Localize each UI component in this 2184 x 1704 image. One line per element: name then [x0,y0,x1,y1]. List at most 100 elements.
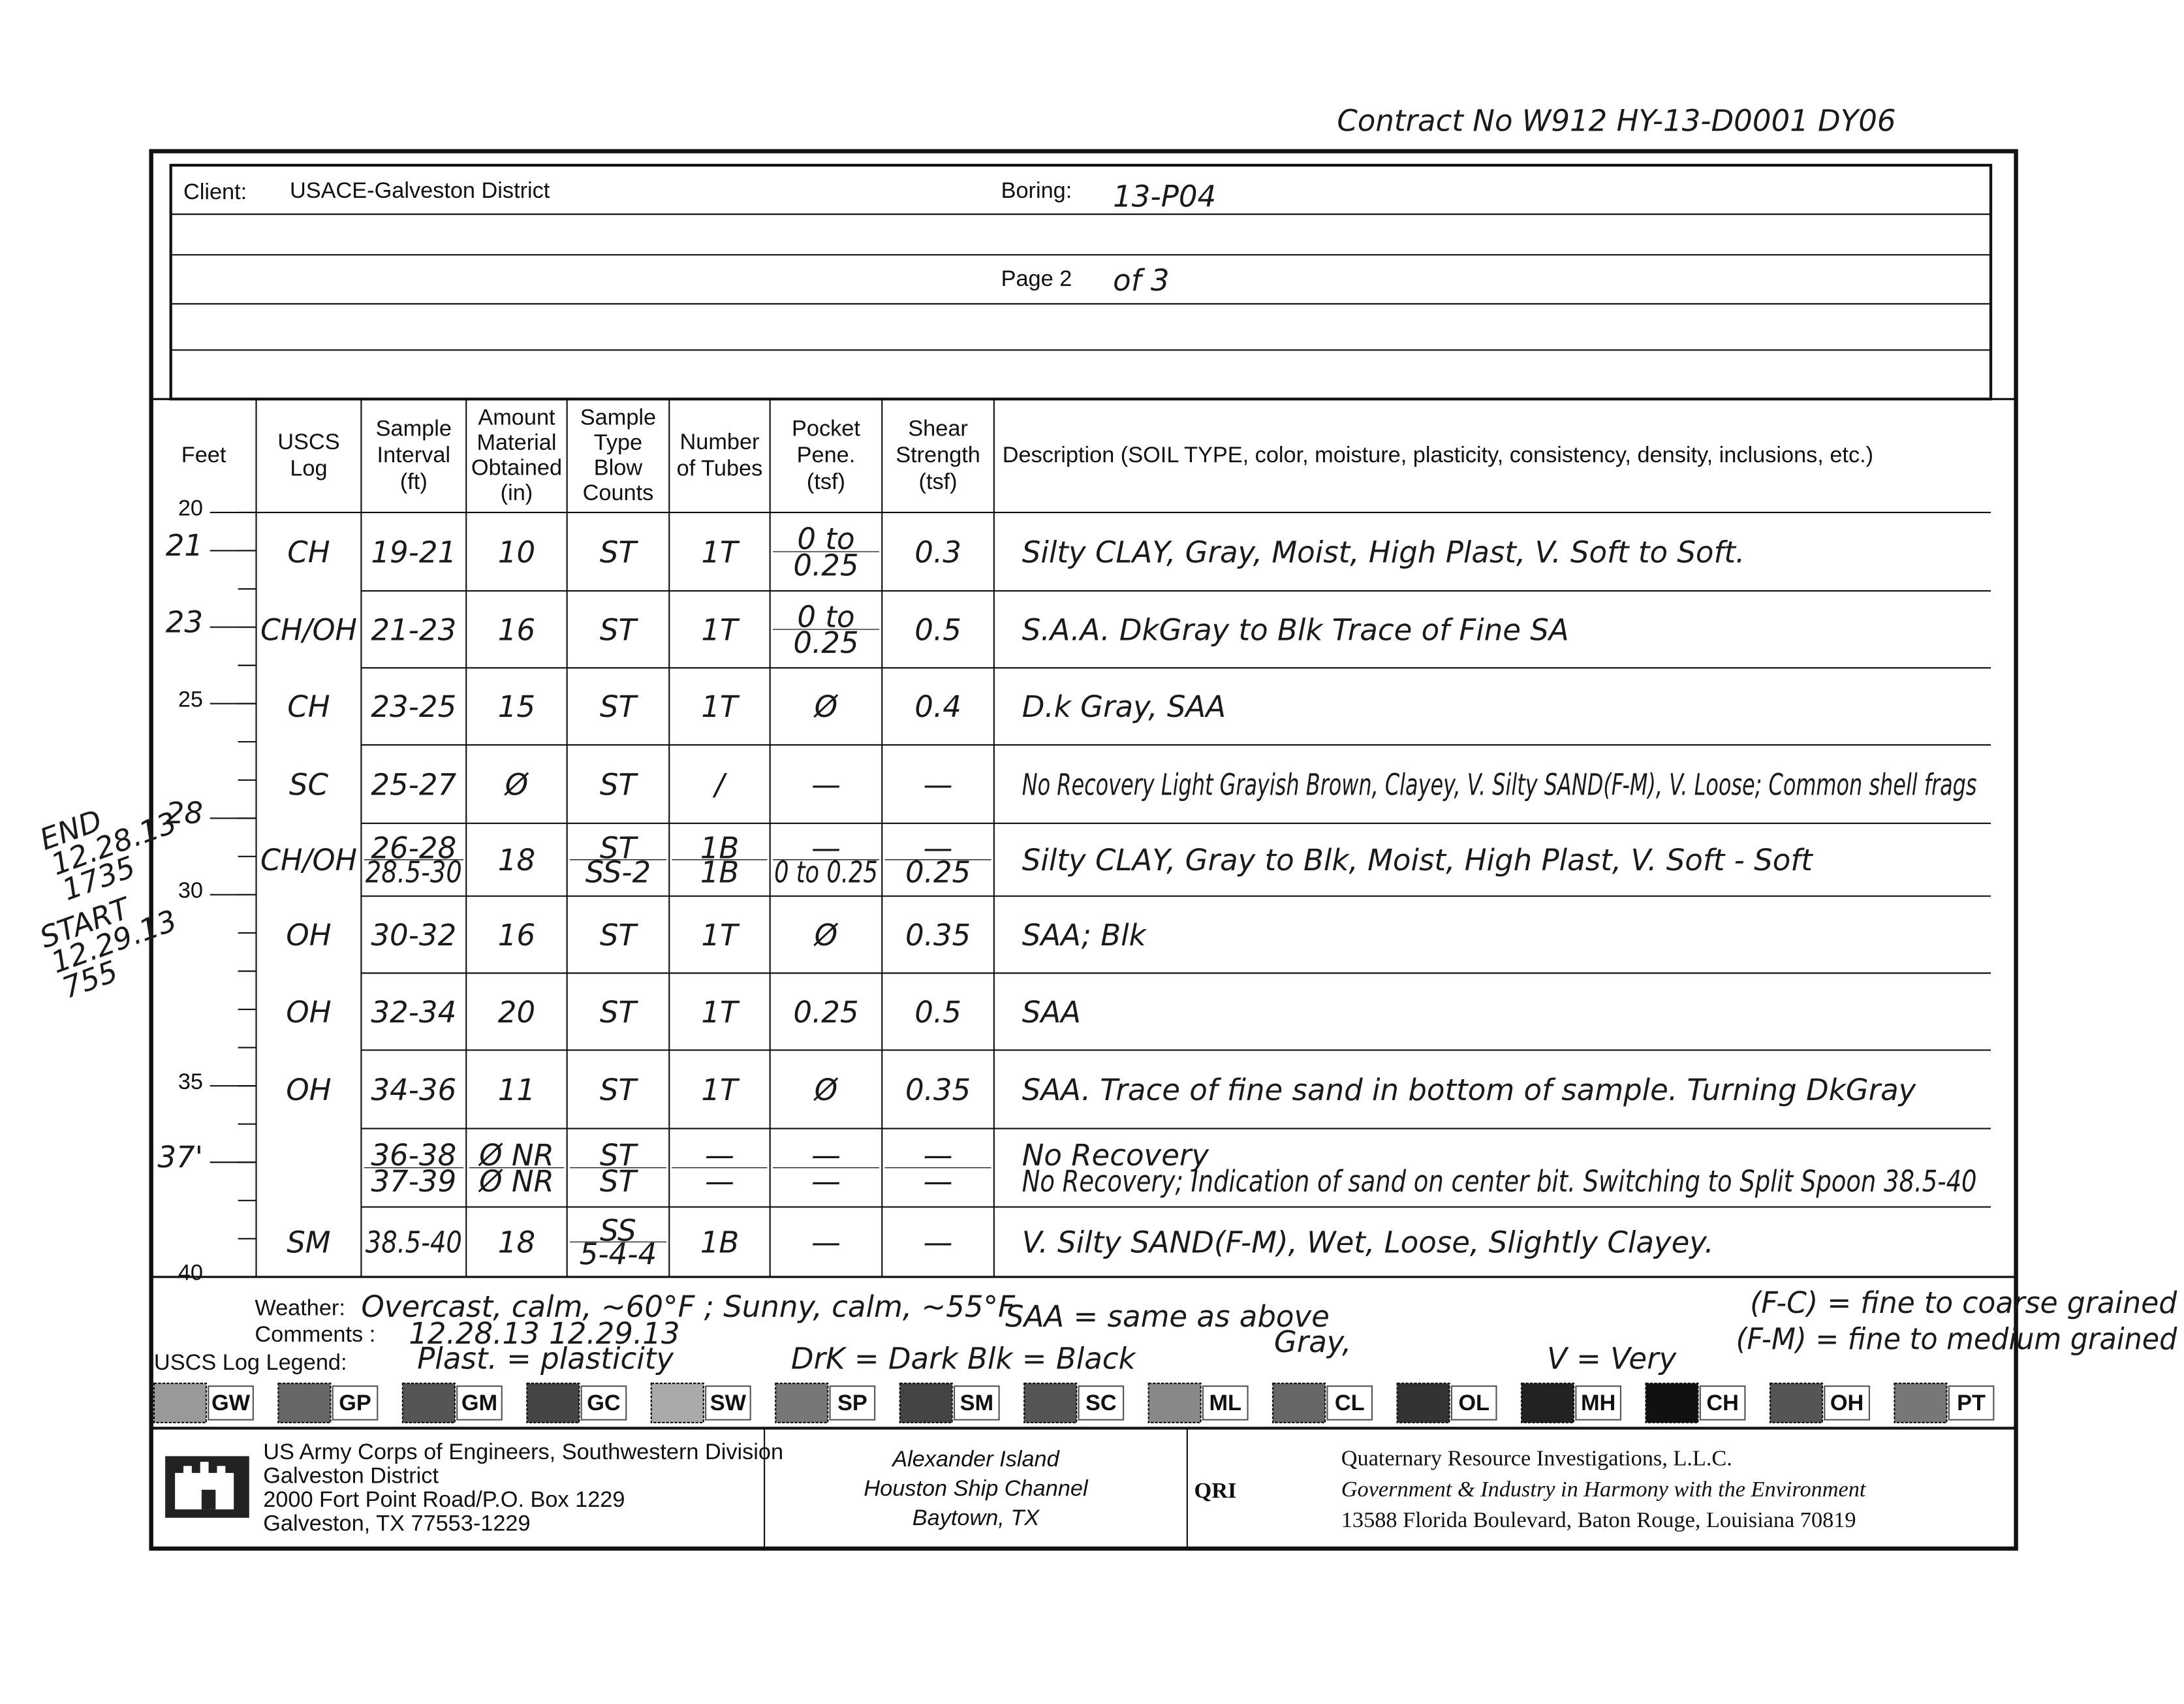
client-label: Client: [183,180,247,204]
qri-line: Quaternary Resource Investigations, L.L.… [1341,1446,1732,1471]
column-header: Pocket [792,416,860,441]
cell-value: — [811,830,841,865]
cell-value: — [811,767,841,802]
cell-value: — [811,1225,841,1260]
weather-label: Weather: [255,1295,345,1320]
boring-id: 13-P04 [1113,180,1216,214]
cell-value: Ø [813,689,839,724]
column-header: Sample [580,405,656,430]
column-header: Interval [377,443,450,467]
cell-value: 0.25 [793,995,858,1030]
cell-value: — [924,830,953,865]
legend-code: GC [587,1391,620,1415]
legend-code: GM [461,1391,497,1415]
depth-label: 30 [178,878,203,903]
cell-value: 18 [498,843,535,877]
legend-code-box [705,1385,751,1421]
description: SAA. Trace of fine sand in bottom of sam… [1022,1073,1917,1107]
cell-value: 1B [700,855,740,890]
legend-code-box [456,1385,503,1421]
cell-value: 16 [498,612,535,647]
legend-code-box [1824,1385,1870,1421]
page-total: of 3 [1113,263,1169,298]
note: Gray, [1274,1325,1351,1359]
column-header: Log [290,456,327,481]
legend-swatch [1147,1382,1202,1424]
cell-value: CH/OH [260,843,357,877]
cell-value: ST [600,612,639,647]
cell-value: 0 to [797,600,854,635]
cell-value: — [811,1164,841,1199]
description: S.A.A. DkGray to Blk Trace of Fine SA [1022,612,1569,647]
description: No Recovery Light Grayish Brown, Clayey,… [1022,767,1977,802]
outer-frame [149,149,2018,1551]
cell-value: 28.5-30 [366,855,462,890]
cell-value: SS [600,1214,636,1248]
cell-value: OH [286,995,331,1030]
cell-value: ST [600,1164,639,1199]
cell-value: 32-34 [371,995,456,1030]
legend-code-box [1202,1385,1249,1421]
legend-code-box [953,1385,1000,1421]
depth-label: 25 [178,687,203,712]
cell-value: 0 to [797,522,854,556]
column-header: (tsf) [919,469,958,494]
legend-code: ML [1209,1391,1241,1415]
cell-value: 23-25 [371,689,456,724]
note: V = Very [1547,1342,1677,1376]
depth-label: 40 [178,1261,203,1286]
cell-value: 37-39 [371,1164,456,1199]
legend-code-box [1699,1385,1746,1421]
cell-value: CH/OH [260,612,357,647]
description: No Recovery [1022,1138,1210,1173]
column-header: Sample [376,416,452,441]
cell-value: 1B [700,1225,740,1260]
cell-value: 10 [498,535,535,569]
cell-value: SM [287,1225,330,1260]
location-line: Houston Ship Channel [864,1476,1089,1501]
column-header: Type [594,430,642,455]
cell-value: 25-27 [371,767,456,802]
cell-value: — [924,1225,953,1260]
legend-code: CL [1335,1391,1365,1415]
client: USACE-Galveston District [290,178,550,203]
note: (F-M) = fine to medium grained [1736,1322,2177,1357]
cell-value: 5-4-4 [580,1237,657,1271]
column-header: Counts [583,481,654,505]
column-header: Description (SOIL TYPE, color, moisture,… [1003,443,1873,467]
column-header: Shear [908,416,968,441]
cell-value: 0.3 [914,535,961,569]
comments-label: Comments : [255,1322,375,1347]
qri-logo: QRI [1194,1478,1237,1503]
cell-value: 0.35 [905,918,971,953]
legend-swatch [1396,1382,1450,1424]
castle-door [201,1489,216,1509]
cell-value: 0.5 [914,612,961,647]
cell-value: 0.25 [905,855,971,890]
cell-value: 1T [701,689,740,724]
description: D.k Gray, SAA [1022,689,1226,724]
cell-value: 11 [498,1073,535,1107]
cell-value: CH [287,689,330,724]
legend-swatch [1520,1382,1575,1424]
legend-swatch [650,1382,704,1424]
cell-value: Ø [813,918,839,953]
legend-code-box [208,1385,254,1421]
cell-value: 30-32 [371,918,456,953]
cell-value: 1T [701,1073,740,1107]
qri-line: 13588 Florida Boulevard, Baton Rouge, Lo… [1341,1507,1856,1532]
cell-value: — [924,1164,953,1199]
description: Silty CLAY, Gray to Blk, Moist, High Pla… [1022,843,1814,877]
cell-value: — [705,1138,734,1173]
legend-code: SC [1085,1391,1117,1415]
cell-value: — [924,767,953,802]
cell-value: — [705,1164,734,1199]
cell-value: ST [600,1073,639,1107]
depth-label: 37' [157,1140,203,1175]
legend-code: CH [1706,1391,1739,1415]
cell-value: Ø [813,1073,839,1107]
location-line: Baytown, TX [913,1506,1040,1530]
cell-value: 0 to 0.25 [774,855,878,890]
column-header: Feet [181,443,226,467]
legend-code: PT [1957,1391,1986,1415]
